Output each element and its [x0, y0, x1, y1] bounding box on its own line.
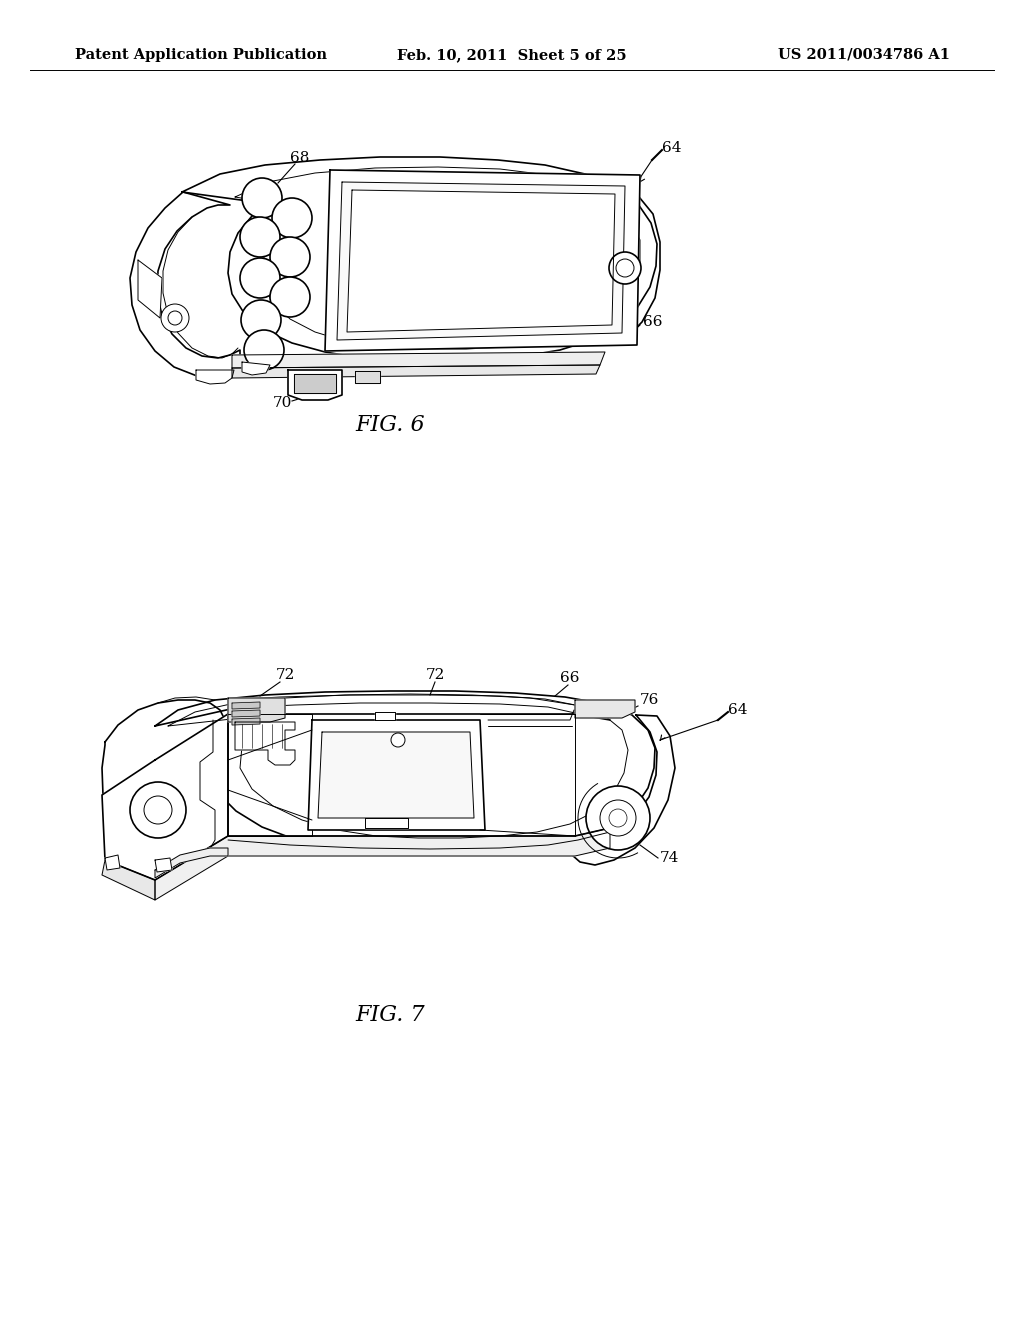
- Polygon shape: [325, 170, 640, 351]
- Polygon shape: [375, 711, 395, 719]
- Text: 64: 64: [728, 704, 748, 717]
- Polygon shape: [155, 690, 655, 854]
- Polygon shape: [288, 370, 342, 400]
- Polygon shape: [182, 157, 657, 360]
- Polygon shape: [102, 714, 228, 880]
- Polygon shape: [102, 700, 225, 869]
- Polygon shape: [355, 371, 380, 383]
- Text: FIG. 6: FIG. 6: [355, 414, 425, 436]
- Circle shape: [240, 216, 280, 257]
- Text: 66: 66: [643, 315, 663, 329]
- Polygon shape: [232, 718, 260, 725]
- Circle shape: [241, 300, 281, 341]
- Circle shape: [586, 785, 650, 850]
- Circle shape: [270, 238, 310, 277]
- Polygon shape: [196, 370, 234, 384]
- Text: 72: 72: [275, 668, 295, 682]
- Text: 74: 74: [660, 851, 679, 865]
- Polygon shape: [105, 855, 120, 870]
- Text: 68: 68: [291, 150, 309, 165]
- Text: 66: 66: [560, 671, 580, 685]
- Circle shape: [130, 781, 186, 838]
- Polygon shape: [232, 710, 260, 717]
- Polygon shape: [130, 191, 240, 378]
- Polygon shape: [232, 702, 260, 709]
- Polygon shape: [228, 698, 285, 722]
- Polygon shape: [308, 719, 485, 830]
- Polygon shape: [155, 847, 228, 878]
- Circle shape: [600, 800, 636, 836]
- Polygon shape: [318, 733, 474, 818]
- Polygon shape: [155, 828, 610, 900]
- Circle shape: [609, 809, 627, 828]
- Polygon shape: [155, 858, 172, 873]
- Polygon shape: [572, 715, 675, 865]
- Polygon shape: [365, 818, 408, 828]
- Text: 70: 70: [272, 396, 292, 411]
- Circle shape: [161, 304, 189, 333]
- Circle shape: [144, 796, 172, 824]
- Text: 76: 76: [640, 693, 659, 708]
- Polygon shape: [575, 700, 635, 718]
- Circle shape: [609, 252, 641, 284]
- Text: 72: 72: [425, 668, 444, 682]
- Circle shape: [242, 178, 282, 218]
- Polygon shape: [242, 362, 270, 375]
- Polygon shape: [337, 182, 625, 341]
- Circle shape: [168, 312, 182, 325]
- Polygon shape: [138, 260, 162, 318]
- Circle shape: [391, 733, 406, 747]
- Circle shape: [240, 257, 280, 298]
- Text: Feb. 10, 2011  Sheet 5 of 25: Feb. 10, 2011 Sheet 5 of 25: [397, 48, 627, 62]
- Text: Patent Application Publication: Patent Application Publication: [75, 48, 327, 62]
- Polygon shape: [234, 722, 295, 766]
- Text: US 2011/0034786 A1: US 2011/0034786 A1: [778, 48, 950, 62]
- Circle shape: [244, 330, 284, 370]
- Polygon shape: [232, 352, 605, 368]
- Text: 64: 64: [662, 141, 682, 154]
- Polygon shape: [294, 374, 336, 393]
- Polygon shape: [347, 190, 615, 333]
- Circle shape: [272, 198, 312, 238]
- Circle shape: [616, 259, 634, 277]
- Polygon shape: [102, 861, 155, 900]
- Text: FIG. 7: FIG. 7: [355, 1005, 425, 1026]
- Polygon shape: [232, 366, 600, 378]
- Circle shape: [270, 277, 310, 317]
